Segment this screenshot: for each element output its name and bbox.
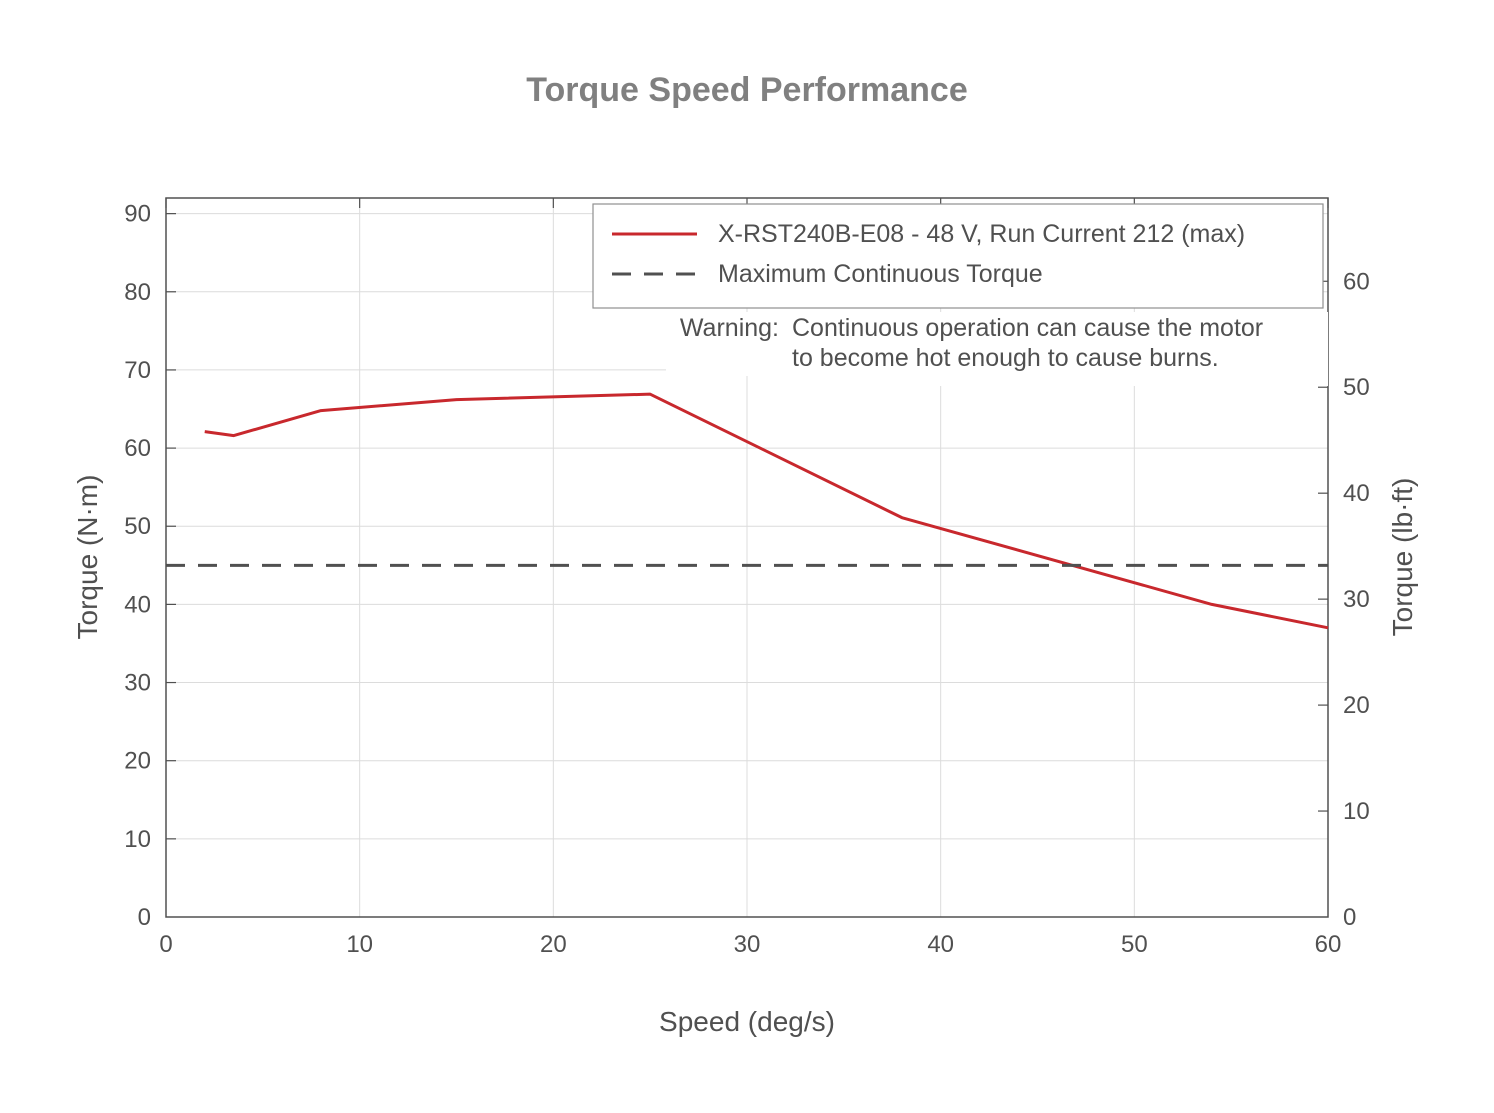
legend-label-torque-curve: X-RST240B-E08 - 48 V, Run Current 212 (m… (718, 220, 1245, 248)
y-tick-label-right: 30 (1343, 586, 1370, 613)
x-tick-label: 30 (734, 931, 761, 958)
y-tick-label-left: 0 (138, 904, 151, 931)
chart-title: Torque Speed Performance (526, 71, 968, 109)
y-tick-label-left: 40 (124, 591, 151, 618)
y-tick-label-left: 30 (124, 670, 151, 697)
legend-label-max-continuous: Maximum Continuous Torque (718, 260, 1043, 288)
y-tick-label-right: 10 (1343, 798, 1370, 825)
legend-box (592, 203, 1324, 309)
x-tick-label: 0 (159, 931, 172, 958)
y-tick-label-right: 20 (1343, 692, 1370, 719)
y-tick-label-left: 20 (124, 748, 151, 775)
x-axis-label: Speed (deg/s) (659, 1006, 835, 1037)
y-tick-label-right: 40 (1343, 480, 1370, 507)
y-tick-label-right: 60 (1343, 268, 1370, 295)
y-axis-label-right: Torque (lb·ft) (1387, 478, 1418, 637)
series-group (166, 392, 1329, 630)
y-tick-label-right: 50 (1343, 374, 1370, 401)
right-y-axis: 0 10 20 30 40 50 60 (1318, 268, 1370, 931)
warning-background-2 (778, 312, 1328, 386)
y-tick-label-left: 50 (124, 513, 151, 540)
x-tick-label: 20 (540, 931, 567, 958)
left-y-axis: 0 10 20 30 40 50 60 70 80 90 (124, 201, 176, 931)
y-tick-label-left: 90 (124, 201, 151, 228)
y-tick-label-left: 70 (124, 357, 151, 384)
y-axis-label-left: Torque (N·m) (72, 475, 103, 640)
y-tick-label-left: 80 (124, 279, 151, 306)
x-tick-label: 40 (927, 931, 954, 958)
legend: X-RST240B-E08 - 48 V, Run Current 212 (m… (592, 203, 1324, 309)
x-axis: 0 10 20 30 40 50 60 (159, 198, 1341, 958)
x-tick-label: 10 (346, 931, 373, 958)
warning-label: Warning: (680, 314, 779, 342)
warning-line-2: to become hot enough to cause burns. (792, 344, 1219, 372)
y-tick-label-left: 10 (124, 826, 151, 853)
y-tick-label-right: 0 (1343, 904, 1356, 931)
torque-curve-line (204, 392, 1329, 630)
x-tick-label: 60 (1315, 931, 1342, 958)
warning-line-1: Continuous operation can cause the motor (792, 314, 1263, 342)
y-tick-label-left: 60 (124, 435, 151, 462)
x-tick-label: 50 (1121, 931, 1148, 958)
